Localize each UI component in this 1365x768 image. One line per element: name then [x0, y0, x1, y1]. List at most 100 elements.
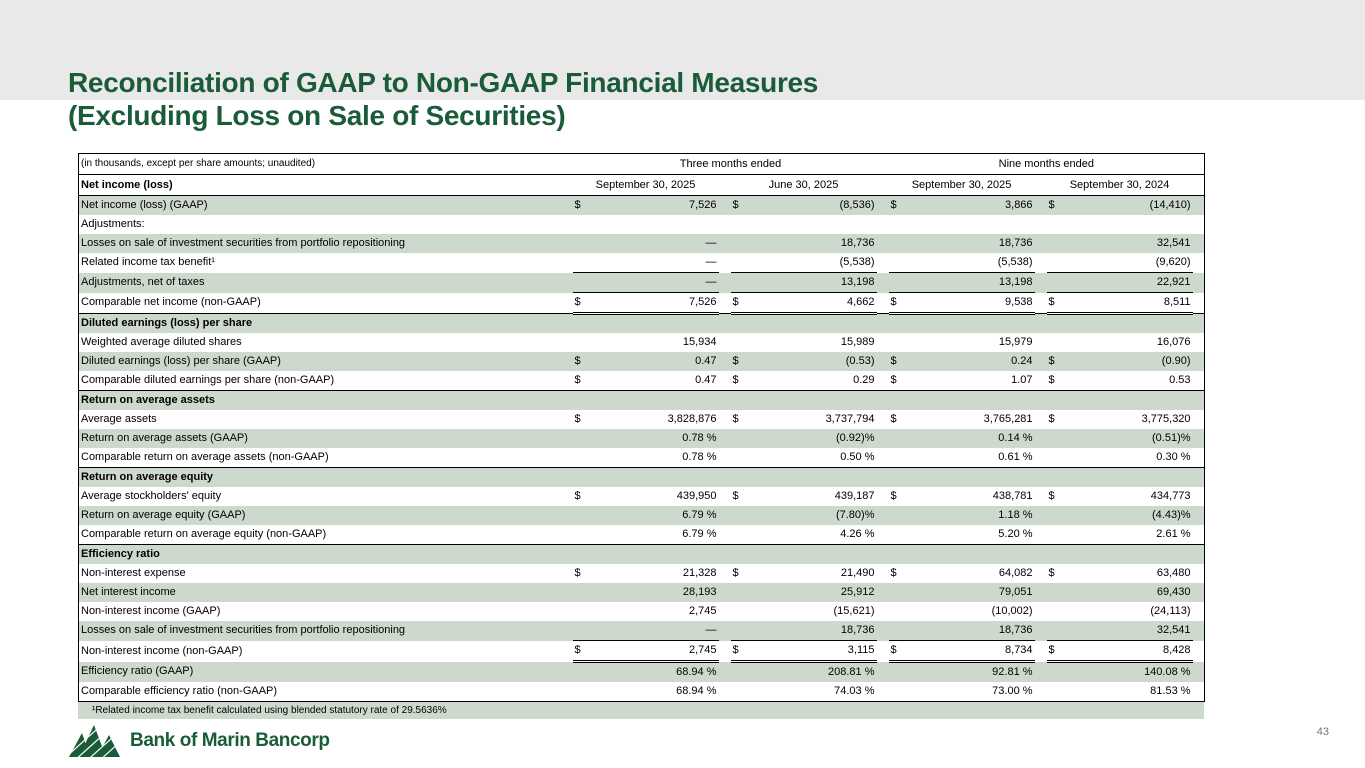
dollar-sign-cell	[730, 313, 757, 333]
spacer-cell	[1192, 313, 1205, 333]
dollar-sign-cell	[1047, 448, 1073, 468]
table-row: Comparable diluted earnings per share (n…	[79, 371, 1205, 391]
value-cell: 6.79 %	[682, 528, 717, 540]
dollar-sign-cell	[1046, 272, 1073, 293]
value-cell: (14,410)	[1072, 195, 1193, 215]
spacer-cell	[718, 352, 731, 371]
value-cell: 8,428	[1072, 640, 1193, 663]
dollar-sign-cell: $	[574, 490, 581, 502]
row-label: Efficiency ratio	[78, 544, 573, 564]
table-row: Comparable net income (non-GAAP) $7,526 $4…	[79, 292, 1205, 315]
logo-text: Bank of Marin Bancorp	[130, 730, 330, 751]
spacer-cell	[1034, 195, 1047, 215]
value-cell: 64,082	[998, 567, 1033, 579]
spacer-cell	[877, 333, 889, 352]
dollar-sign-cell	[1046, 234, 1073, 253]
dollar-sign-cell: $	[730, 195, 757, 215]
dollar-sign-cell	[888, 313, 915, 333]
value-cell: 18,736	[756, 234, 877, 253]
spacer-cell	[1034, 506, 1047, 525]
dollar-sign-cell: $	[732, 490, 739, 502]
value-cell: 9,538	[914, 292, 1035, 315]
value-cell: 18,736	[914, 621, 1035, 641]
dollar-sign-cell	[572, 390, 599, 410]
table-row: Weighted average diluted shares 15,934 15,…	[79, 333, 1205, 352]
dollar-sign-cell	[1047, 602, 1073, 621]
spacer-cell	[1035, 525, 1047, 545]
table-row: Return on average assets	[78, 390, 1205, 410]
spacer-cell	[1035, 682, 1047, 702]
dollar-sign-cell: $	[732, 374, 739, 386]
value-cell: (15,621)	[833, 605, 875, 617]
table-row: Non-interest income (non-GAAP) $2,745 $3,1…	[79, 640, 1205, 663]
spacer-cell	[719, 215, 731, 234]
dollar-sign-cell	[731, 602, 757, 621]
spacer-cell	[876, 272, 889, 293]
logo-mountains-icon	[69, 725, 120, 757]
dollar-sign-cell: $	[1046, 640, 1073, 663]
value-cell: 68.94 %	[598, 661, 719, 682]
company-logo: Bank of Marin Bancorp	[68, 724, 330, 758]
value-cell: —	[598, 272, 719, 293]
value-cell	[914, 467, 1035, 487]
table-row: Average assets $3,828,876 $3,737,794 $3,765…	[79, 410, 1205, 429]
row-label: Comparable efficiency ratio (non-GAAP)	[81, 685, 278, 697]
spacer-cell	[1192, 234, 1205, 253]
table-meta-label: (in thousands, except per share amounts;…	[78, 153, 573, 175]
value-cell	[598, 544, 719, 564]
value-cell: 2.61 %	[1156, 528, 1191, 540]
table-row: Efficiency ratio (GAAP) 68.94 % 208.81 % 92…	[78, 661, 1205, 682]
value-cell	[914, 313, 1035, 333]
dollar-sign-cell: $	[1048, 567, 1055, 579]
dollar-sign-cell: $	[572, 640, 599, 663]
spacer-cell	[719, 682, 731, 702]
value-cell	[914, 390, 1035, 410]
header-band	[0, 0, 1365, 100]
table-row: Diluted earnings (loss) per share	[78, 313, 1205, 333]
value-cell: 18,736	[914, 234, 1035, 253]
value-cell: 7,526	[598, 195, 719, 215]
dollar-sign-cell: $	[574, 374, 581, 386]
value-cell: 21,490	[840, 567, 875, 579]
spacer-cell	[877, 525, 889, 545]
value-cell: (5,538)	[756, 253, 877, 273]
col-header-sep-30-2025-q: September 30, 2025	[572, 174, 719, 196]
value-cell: 25,912	[756, 583, 877, 602]
spacer-cell	[877, 602, 889, 621]
spacer-cell	[876, 544, 889, 564]
spacer-cell	[718, 583, 731, 602]
dollar-sign-cell	[731, 333, 757, 352]
spacer-cell	[719, 293, 731, 314]
spacer-cell	[718, 544, 731, 564]
value-cell: (9,620)	[1072, 253, 1193, 273]
spacer-cell	[718, 234, 731, 253]
value-cell: 6.79 %	[598, 506, 719, 525]
spacer-cell	[1035, 253, 1047, 273]
value-cell: 13,198	[914, 272, 1035, 293]
spacer-cell	[1193, 602, 1205, 621]
spacer-cell	[877, 410, 889, 429]
dollar-sign-cell: $	[730, 352, 757, 371]
value-cell: 2,745	[598, 640, 719, 663]
dollar-sign-cell	[572, 661, 599, 682]
value-cell	[1072, 313, 1193, 333]
row-label: Net interest income	[78, 583, 573, 602]
dollar-sign-cell	[1046, 544, 1073, 564]
spacer-cell	[718, 174, 731, 196]
table-row: Non-interest income (GAAP) 2,745 (15,621) (…	[79, 602, 1205, 621]
spacer-cell	[876, 661, 889, 682]
spacer-cell	[1035, 487, 1047, 506]
dollar-sign-cell	[572, 272, 599, 293]
row-label: Return on average equity	[78, 467, 573, 487]
value-cell: —	[598, 253, 719, 273]
spacer-cell	[719, 602, 731, 621]
value-cell	[1072, 467, 1193, 487]
value-cell: 15,979	[998, 336, 1033, 348]
value-cell: (0.53)	[756, 352, 877, 371]
table-row: Adjustments, net of taxes — 13,198 13,198 22…	[78, 272, 1205, 293]
spacer-cell	[876, 583, 889, 602]
dollar-sign-cell	[1046, 253, 1073, 273]
spacer-cell	[1193, 682, 1205, 702]
value-cell: 32,541	[1072, 234, 1193, 253]
spacer-cell	[1192, 621, 1205, 641]
